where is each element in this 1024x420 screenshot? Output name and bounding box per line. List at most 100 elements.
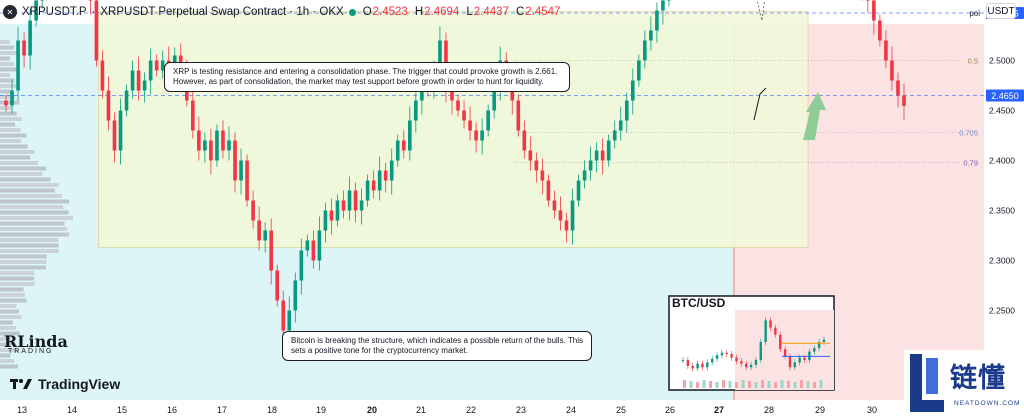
candle-body (371, 180, 376, 191)
volume-profile-bar (0, 249, 59, 253)
consolidation-zone (98, 11, 809, 248)
inset-candle-body (715, 355, 719, 359)
volume-profile-bar (0, 271, 35, 275)
candle-body (245, 160, 249, 201)
candle-body (10, 90, 14, 106)
candle-body (878, 20, 882, 41)
candle-body (468, 120, 472, 131)
inset-candle-body (779, 334, 782, 350)
symbol-label[interactable]: XRPUSDT.P (22, 6, 87, 18)
candle-body (203, 140, 207, 151)
candle-body (456, 100, 460, 111)
candle-body (40, 0, 44, 1)
candle-body (136, 70, 141, 91)
fib-level-label: 0.79 (963, 159, 978, 168)
volume-profile-bar (0, 331, 20, 336)
candle-body (275, 270, 280, 301)
candle-body (594, 150, 599, 161)
candle-body (383, 170, 388, 181)
candle-body (401, 140, 406, 151)
candle-body (902, 95, 906, 106)
volume-profile-bar (0, 282, 35, 286)
candle-body (160, 60, 165, 71)
candle-body (582, 170, 587, 181)
candle-body (389, 160, 394, 181)
x-tick-label: 20 (367, 405, 377, 415)
x-tick-label: 27 (714, 405, 724, 415)
x-tick-label: 15 (117, 405, 127, 415)
candle-body (540, 170, 545, 181)
currency-selector[interactable]: USDT (986, 3, 1016, 19)
candle-body (884, 40, 888, 61)
candle-body (197, 130, 201, 151)
inset-candle-body (710, 358, 714, 363)
volume-profile-bar (0, 337, 12, 341)
high-label: H (414, 6, 424, 18)
x-tick-label: 25 (616, 405, 626, 415)
candle-body (311, 240, 316, 261)
x-tick-label: 30 (867, 405, 877, 415)
inset-candle-body (696, 363, 699, 369)
volume-profile-bar (0, 210, 69, 215)
inset-volume-bar (774, 382, 777, 388)
inset-volume-bar (702, 380, 706, 388)
candle-body (341, 200, 346, 211)
author-logo: RLinda TRADING (4, 332, 68, 355)
candle-body (377, 170, 382, 191)
candle-body (872, 0, 876, 21)
tradingview-logo[interactable]: TradingView (10, 376, 120, 392)
candle-body (22, 40, 26, 56)
volume-profile-bar (0, 128, 21, 132)
author-sub: TRADING (8, 348, 54, 355)
tradingview-icon (10, 379, 32, 389)
volume-profile-bar (0, 276, 35, 281)
watermark: 链懂 NEATDOWN.COM (904, 350, 1024, 420)
x-tick-label: 28 (764, 405, 774, 415)
author-name: RLinda (4, 332, 68, 351)
volume-profile-bar (0, 172, 43, 176)
volume-profile-bar (0, 144, 28, 149)
candle-body (365, 180, 370, 201)
forecast-arrow-black (753, 87, 767, 121)
candle-body (191, 100, 195, 131)
candle-body (576, 180, 581, 201)
volume-profile-bar (0, 89, 11, 94)
candle-body (227, 140, 231, 151)
candle-body (516, 100, 521, 131)
candle-body (239, 160, 243, 181)
inset-volume-bar (793, 382, 797, 388)
watermark-text: 链懂 (950, 363, 1006, 394)
inset-volume-bar (689, 381, 693, 388)
inset-volume-bar (780, 380, 784, 388)
y-tick-label: 2.2500 (989, 306, 1015, 316)
candle-body (655, 10, 659, 31)
candle-body (462, 110, 466, 121)
candle-body (630, 80, 635, 101)
candle-body (486, 110, 490, 131)
inset-volume-bar (761, 380, 764, 388)
inset-volume-bar (709, 381, 712, 388)
inset-candle-body (730, 354, 733, 358)
candle-body (287, 310, 292, 331)
inset-volume-bar (696, 382, 699, 388)
level-price-badge (986, 89, 1024, 102)
open-value: 2.4523 (372, 6, 408, 18)
candle-body (588, 160, 593, 171)
volume-profile-bar (0, 238, 59, 242)
level-price-label: 2.4650 (991, 91, 1019, 101)
candle-body (317, 230, 322, 261)
candle-body (148, 60, 153, 81)
candle-body (649, 30, 653, 41)
volume-profile-bar (0, 254, 47, 259)
inset-candle-body (754, 360, 758, 365)
x-tick-label: 16 (167, 405, 177, 415)
candle-body (215, 130, 219, 161)
volume-profile-bar (0, 100, 20, 105)
volume-profile-bar (0, 348, 19, 352)
inset-candle-body (740, 361, 743, 364)
callout-bottom-text: Bitcoin is breaking the structure, which… (291, 336, 583, 355)
volume-profile-bar (0, 161, 39, 165)
candle-body (88, 0, 93, 1)
candle-body (293, 280, 298, 311)
